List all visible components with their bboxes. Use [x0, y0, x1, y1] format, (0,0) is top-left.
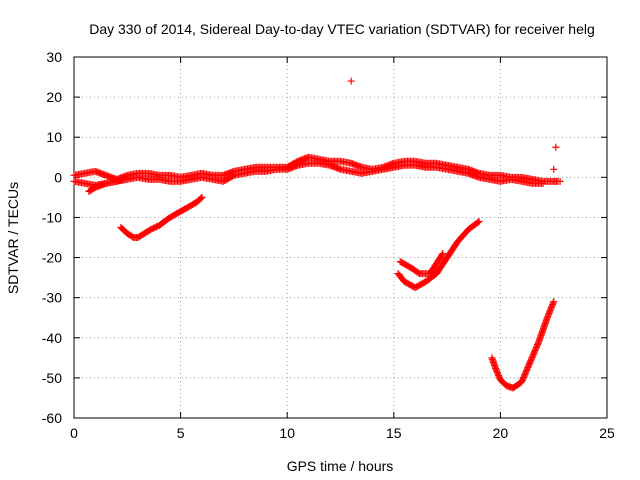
data-point — [475, 217, 483, 225]
grid-lines — [74, 57, 607, 418]
plot-frame — [73, 56, 608, 419]
data-point — [550, 298, 558, 306]
data-point — [534, 339, 542, 347]
data-point — [539, 179, 547, 187]
x-tick-label: 0 — [70, 425, 78, 441]
y-tick-label: 0 — [54, 169, 62, 185]
y-tick-label: -30 — [42, 290, 62, 306]
data-point — [119, 175, 127, 183]
data-point — [198, 193, 206, 201]
series-dip-left — [85, 175, 127, 195]
y-tick-label: 30 — [46, 49, 62, 65]
series-arc-4 — [488, 298, 558, 392]
data-point — [556, 177, 564, 185]
chart-title: Day 330 of 2014, Sidereal Day-to-day VTE… — [89, 21, 595, 37]
y-tick-label: -40 — [42, 330, 62, 346]
y-tick-label: -60 — [42, 410, 62, 426]
x-axis-label: GPS time / hours — [287, 458, 394, 474]
data-point — [474, 218, 482, 226]
data-points — [70, 77, 564, 392]
data-point — [197, 194, 205, 202]
data-point — [439, 250, 447, 258]
series-arc-1 — [117, 193, 206, 241]
y-tick-label: -20 — [42, 250, 62, 266]
x-tick-label: 20 — [493, 425, 509, 441]
series-outliers — [347, 77, 564, 185]
y-axis-label: SDTVAR / TECUs — [5, 182, 21, 294]
y-tick-label: -50 — [42, 370, 62, 386]
data-point — [550, 165, 558, 173]
data-point — [438, 251, 446, 259]
data-point — [347, 77, 355, 85]
x-tick-label: 10 — [279, 425, 295, 441]
series-arc-3 — [396, 250, 447, 278]
y-tick-label: -10 — [42, 209, 62, 225]
x-tick-label: 5 — [177, 425, 185, 441]
y-tick-label: 10 — [46, 129, 62, 145]
data-point — [552, 143, 560, 151]
axis-ticks: 0 5 10 15 20 25 -60 -50 -40 -30 -20 -10 0 10 20 30 — [42, 49, 615, 441]
x-tick-label: 25 — [599, 425, 615, 441]
y-tick-label: 20 — [46, 89, 62, 105]
x-tick-label: 15 — [386, 425, 402, 441]
series-lower-band — [70, 159, 547, 189]
